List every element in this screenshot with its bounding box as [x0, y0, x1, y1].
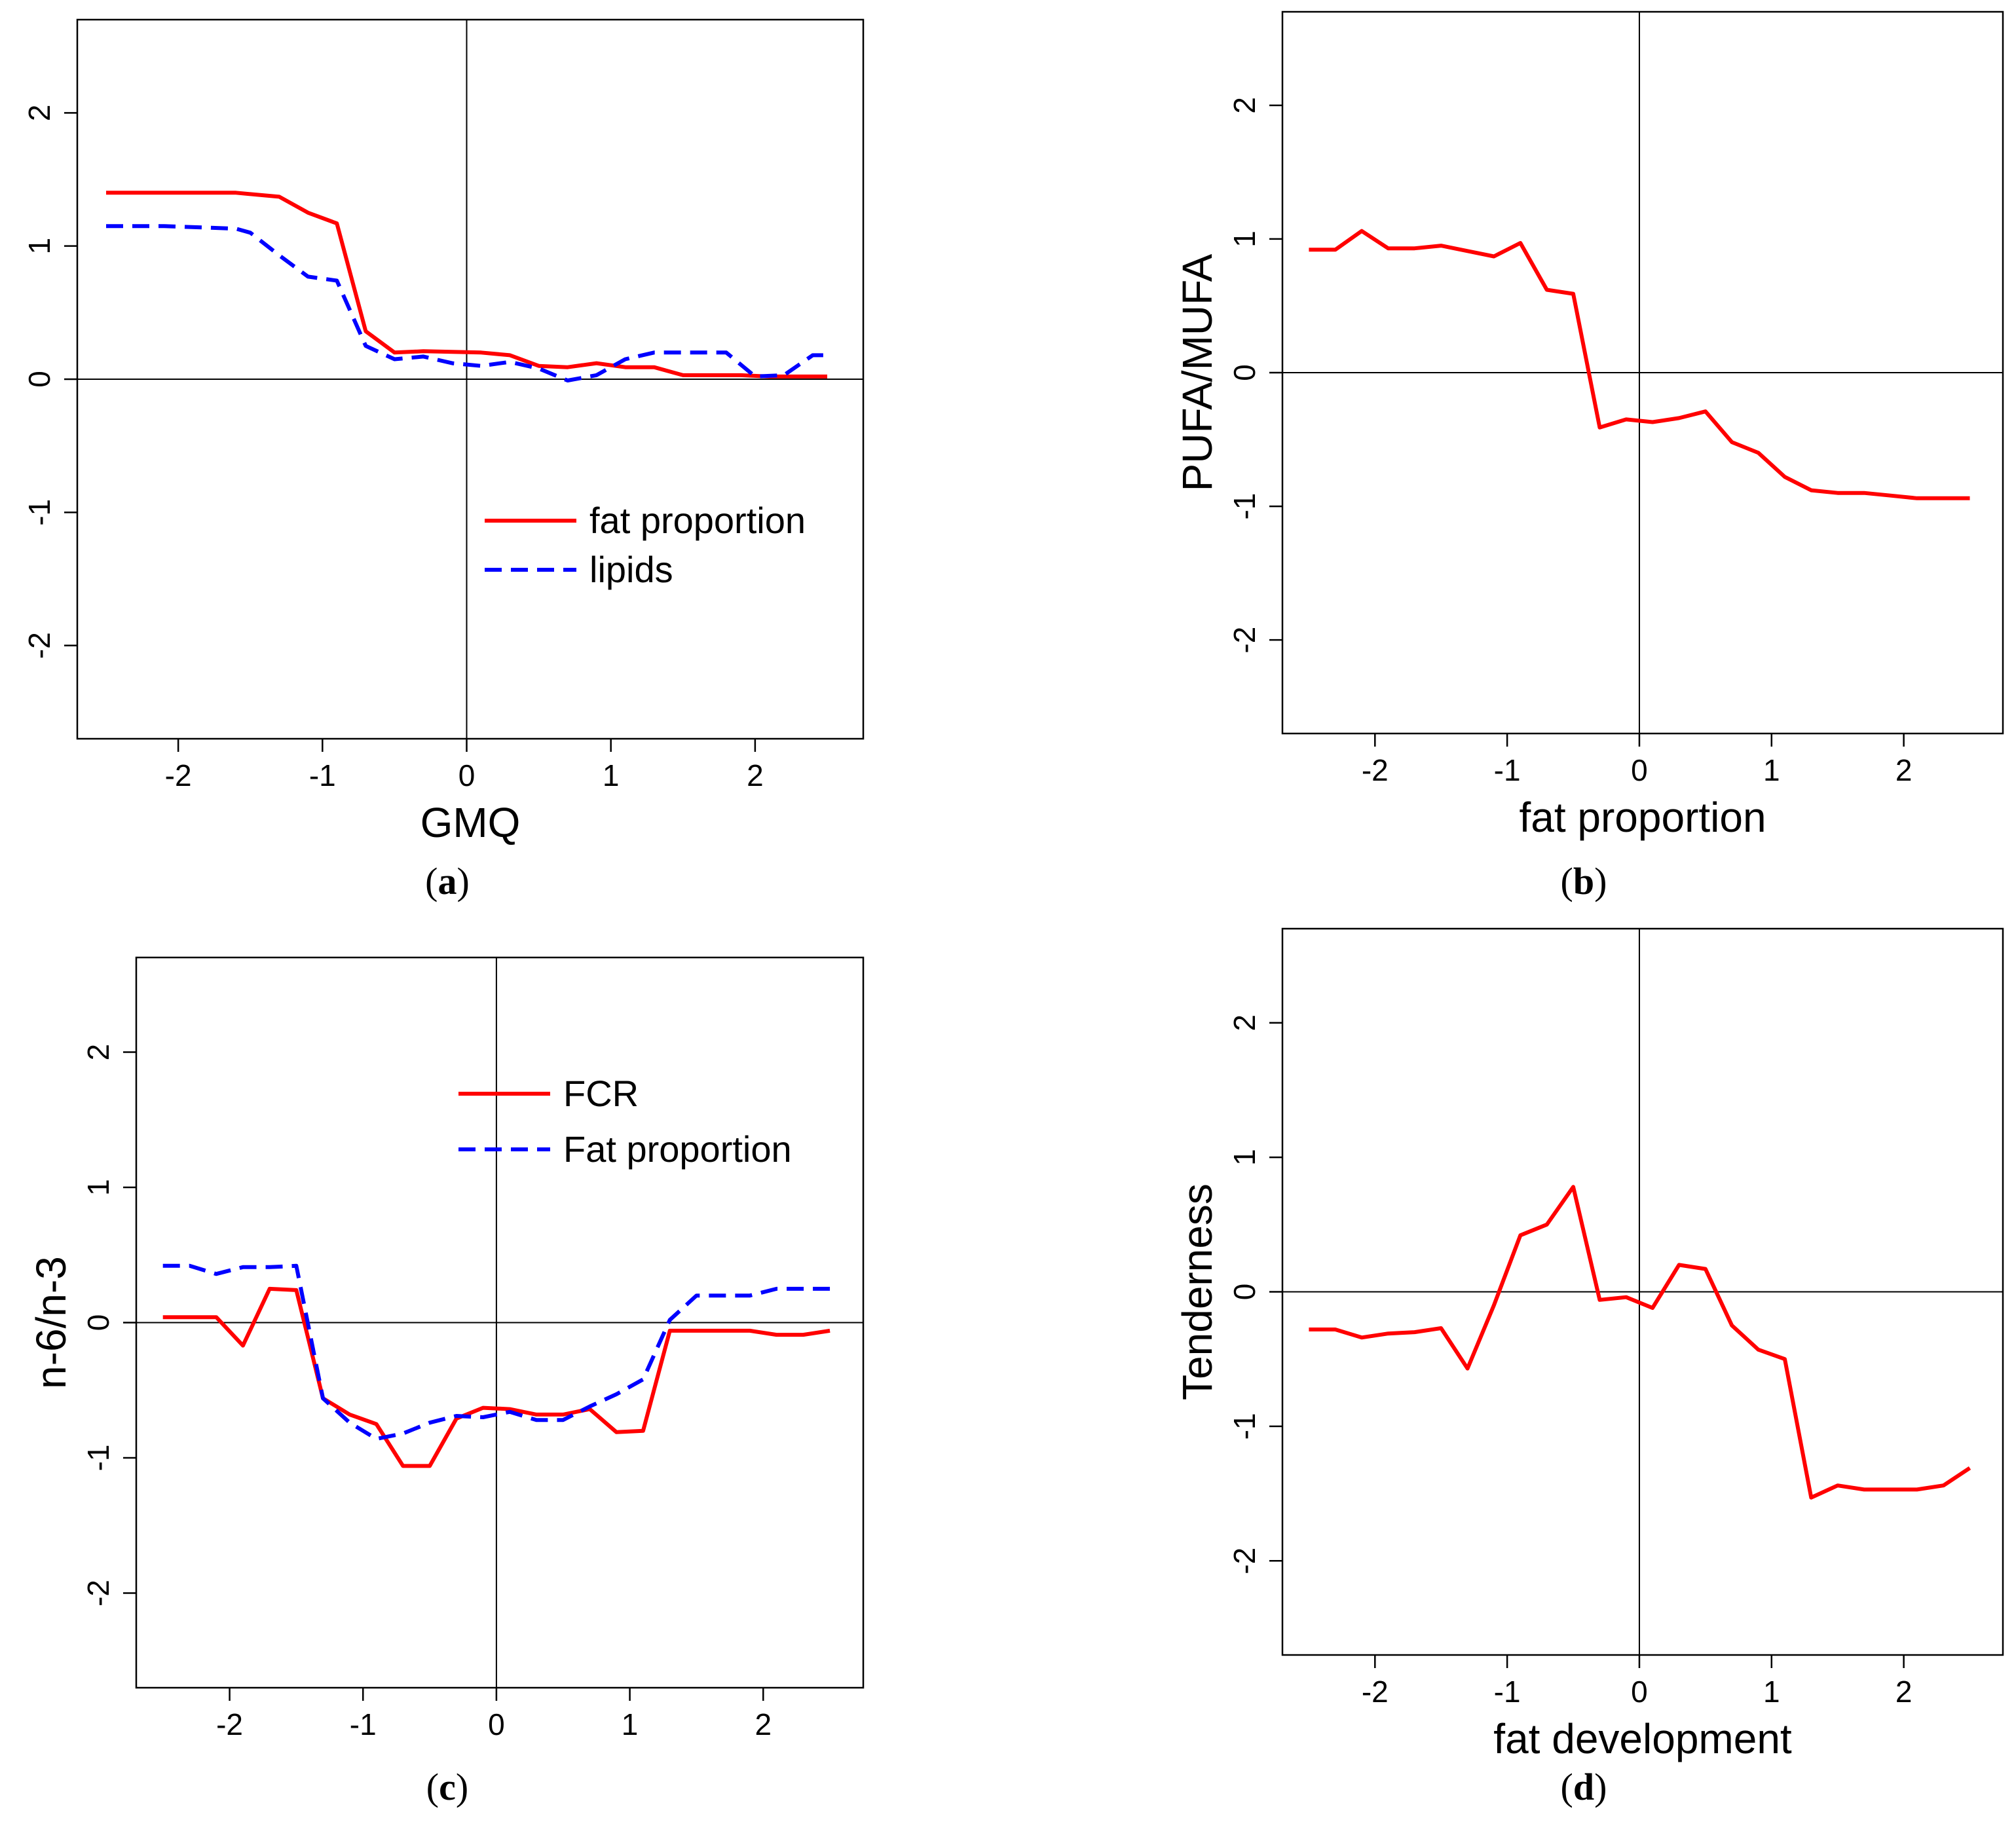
- y-tick-label: 2: [81, 1044, 115, 1061]
- y-tick-label: 2: [22, 105, 56, 122]
- y-tick-label: 0: [22, 371, 56, 388]
- x-tick-label: -2: [1362, 1675, 1389, 1709]
- x-tick-label: -2: [165, 758, 192, 792]
- x-axis-title: GMQ: [420, 799, 521, 846]
- x-tick-label: -1: [309, 758, 336, 792]
- series-line-fat-proportion: [106, 191, 827, 379]
- x-tick-label: 1: [622, 1707, 639, 1741]
- panel-c: -2 -1 0 1 2 -2 -1 0 1 2 n-6/n-3 FCR Fat proportion (c…: [28, 956, 865, 1808]
- y-axis-title: n-6/n-3: [28, 1256, 75, 1389]
- panel-caption: (c): [426, 1766, 468, 1808]
- y-tick-label: -1: [22, 499, 56, 526]
- x-tick-label: 0: [458, 758, 476, 792]
- y-axis-title: PUFA/MUFA: [1174, 253, 1221, 491]
- y-tick-label: 1: [22, 238, 56, 255]
- y-axis-title: Tenderness: [1174, 1183, 1221, 1400]
- x-tick-label: 0: [488, 1707, 505, 1741]
- y-tick-label: 0: [1227, 364, 1261, 381]
- x-tick-label: 1: [603, 758, 620, 792]
- x-tick-label: -1: [350, 1707, 377, 1741]
- x-tick-label: -2: [216, 1707, 243, 1741]
- y-tick-label: -2: [22, 632, 56, 659]
- series-line-fat-proportion: [162, 1263, 831, 1441]
- legend-label: lipids: [589, 549, 673, 590]
- x-tick-label: -1: [1494, 1675, 1521, 1709]
- legend: FCR Fat proportion: [458, 1073, 792, 1170]
- series-line-fcr: [162, 1286, 831, 1468]
- y-tick-label: -1: [81, 1445, 115, 1472]
- x-tick-label: 1: [1763, 1675, 1780, 1709]
- y-tick-label: 0: [1227, 1284, 1261, 1301]
- y-tick-label: 2: [1227, 97, 1261, 114]
- y-tick-label: -2: [1227, 1548, 1261, 1574]
- y-tick-label: 2: [1227, 1014, 1261, 1031]
- legend: fat proportion lipids: [485, 500, 806, 590]
- series-line-tenderness: [1309, 1185, 1971, 1500]
- x-tick-label: 0: [1631, 1675, 1648, 1709]
- panel-a: -2 -1 0 1 2 -2 -1 0 1 2 GMQ fat proportion lipids (a): [22, 18, 865, 902]
- legend-label: fat proportion: [589, 500, 806, 541]
- y-tick-label: 0: [81, 1314, 115, 1331]
- x-tick-label: 0: [1631, 753, 1648, 787]
- x-tick-label: 1: [1763, 753, 1780, 787]
- x-tick-label: -1: [1494, 753, 1521, 787]
- y-tick-label: -1: [1227, 1413, 1261, 1440]
- panel-caption: (a): [425, 860, 470, 902]
- y-tick-label: -2: [81, 1580, 115, 1607]
- y-tick-label: 1: [81, 1179, 115, 1196]
- y-tick-label: -2: [1227, 627, 1261, 654]
- x-axis-title: fat development: [1493, 1715, 1792, 1762]
- panel-d: -2 -1 0 1 2 -2 -1 0 1 2 fat development Tenderness (…: [1174, 927, 2004, 1808]
- y-tick-label: -1: [1227, 493, 1261, 520]
- x-tick-label: 2: [747, 758, 764, 792]
- series-line-pufa-mufa: [1309, 229, 1970, 500]
- x-tick-label: -2: [1362, 753, 1389, 787]
- legend-label: Fat proportion: [563, 1128, 792, 1170]
- x-tick-label: 2: [755, 1707, 772, 1741]
- panel-b: -2 -1 0 1 2 -2 -1 0 1 2 fat proportion PUFA/MUFA (b): [1174, 10, 2004, 902]
- y-tick-label: 1: [1227, 1149, 1261, 1166]
- x-tick-label: 2: [1895, 753, 1913, 787]
- panel-caption: (d): [1561, 1766, 1607, 1808]
- legend-label: FCR: [563, 1073, 639, 1114]
- x-axis-title: fat proportion: [1519, 794, 1766, 841]
- y-tick-label: 1: [1227, 231, 1261, 248]
- series-line-lipids: [106, 224, 827, 382]
- panel-caption: (b): [1561, 860, 1607, 902]
- x-tick-label: 2: [1895, 1675, 1913, 1709]
